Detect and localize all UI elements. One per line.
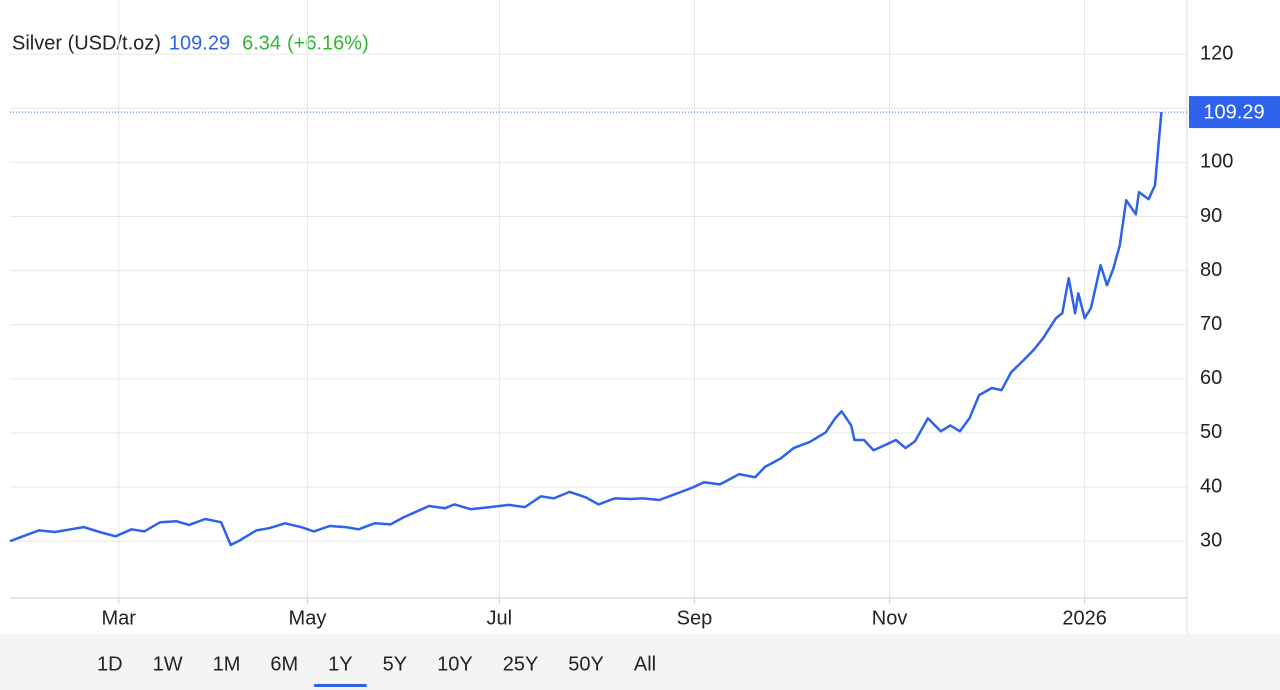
range-button[interactable]: 5Y — [383, 653, 407, 675]
range-button[interactable]: 1M — [213, 653, 241, 675]
last-price-tag — [1189, 96, 1280, 129]
x-tick-label: Jul — [487, 607, 513, 629]
range-button[interactable]: 10Y — [437, 653, 473, 675]
range-button[interactable]: 1Y — [328, 653, 352, 675]
y-tick-label: 100 — [1200, 151, 1233, 173]
last-price: 109.29 — [169, 32, 230, 54]
range-button[interactable]: 50Y — [568, 653, 604, 675]
range-button[interactable]: 1W — [153, 653, 183, 675]
y-tick-label: 90 — [1200, 205, 1222, 227]
x-tick-label: 2026 — [1062, 607, 1107, 629]
x-tick-label: Nov — [872, 607, 908, 629]
y-tick-label: 120 — [1200, 42, 1233, 64]
range-bar — [0, 634, 1280, 690]
range-button[interactable]: 6M — [270, 653, 298, 675]
active-range-underline — [314, 684, 367, 687]
chart-title: Silver (USD/t.oz) — [12, 32, 161, 54]
y-tick-label: 80 — [1200, 259, 1222, 281]
y-tick-label: 30 — [1200, 529, 1222, 551]
range-button[interactable]: All — [634, 653, 656, 675]
x-tick-label: Sep — [677, 607, 713, 629]
price-line — [9, 111, 1163, 547]
range-button[interactable]: 1D — [97, 653, 123, 675]
x-tick-label: Mar — [102, 607, 137, 629]
x-tick-label: May — [289, 607, 327, 629]
y-tick-label: 70 — [1200, 313, 1222, 335]
price-change-pct: (+6.16%) — [287, 32, 369, 54]
y-tick-label: 50 — [1200, 421, 1222, 443]
y-tick-label: 40 — [1200, 475, 1222, 497]
y-tick-label: 60 — [1200, 367, 1222, 389]
price-change: 6.34 — [242, 32, 281, 54]
last-price-tag-label: 109.29 — [1203, 101, 1264, 123]
range-button[interactable]: 25Y — [503, 653, 539, 675]
